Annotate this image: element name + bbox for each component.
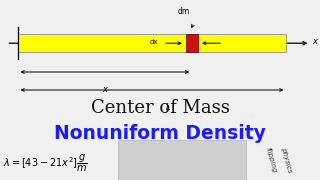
Text: physics: physics [280,147,293,174]
Text: x: x [312,37,317,46]
Text: dm: dm [178,7,190,16]
Bar [186,34,198,52]
Text: $\lambda = \left[43 - 21x^2\right]\dfrac{g}{m}$: $\lambda = \left[43 - 21x^2\right]\dfrac… [3,153,88,174]
Bar [18,34,286,52]
Text: Nonuniform Density: Nonuniform Density [54,124,266,143]
Text: flipping: flipping [264,147,277,174]
Bar [118,140,246,180]
Text: dx: dx [150,39,158,45]
Text: Center of Mass: Center of Mass [91,99,229,117]
Text: x: x [102,85,107,94]
Text: L: L [166,103,170,112]
